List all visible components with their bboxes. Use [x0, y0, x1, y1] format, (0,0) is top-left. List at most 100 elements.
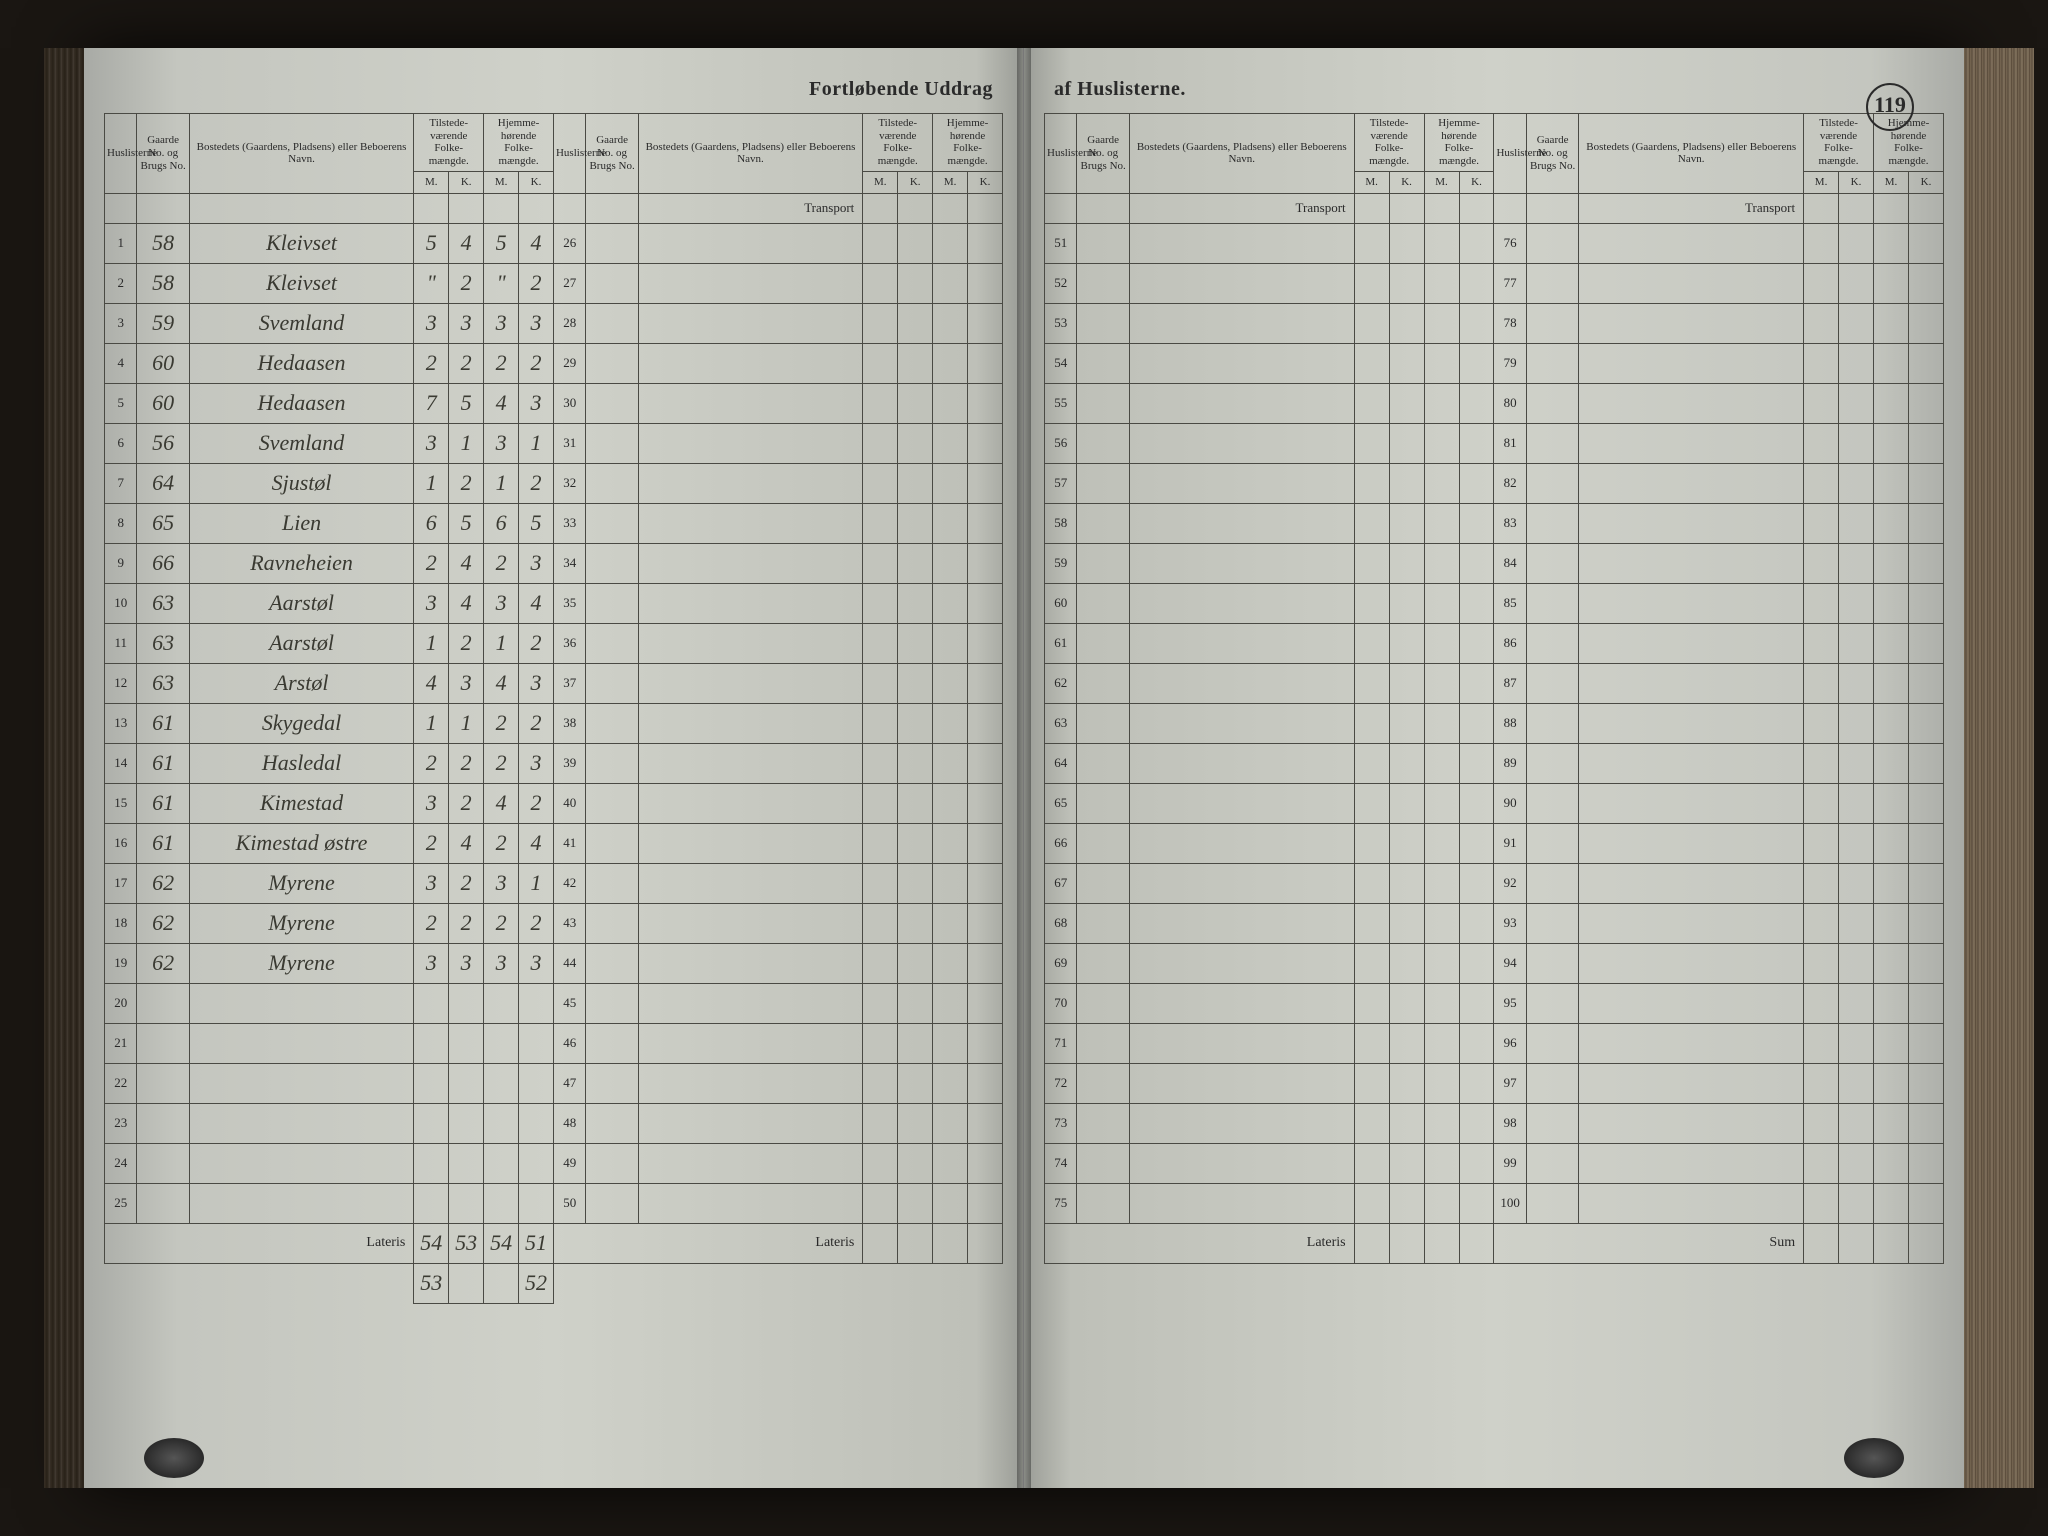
gaard-no	[1077, 503, 1129, 543]
tilstede-m	[1354, 263, 1389, 303]
row-num: 73	[1045, 1103, 1077, 1143]
tilstede-m	[1804, 463, 1839, 503]
bosted-name	[638, 543, 863, 583]
row-num: 72	[1045, 1063, 1077, 1103]
tilstede-k	[449, 1143, 484, 1183]
tilstede-k: 3	[449, 303, 484, 343]
hjemme-k	[1459, 703, 1494, 743]
gaard-no	[586, 623, 638, 663]
hdr-m: M.	[1354, 171, 1389, 193]
bosted-name	[1129, 263, 1354, 303]
gaard-no	[1526, 343, 1578, 383]
hjemme-m: 1	[484, 463, 519, 503]
row-num: 17	[105, 863, 137, 903]
hdr-husl: Huslisterne	[1045, 114, 1077, 194]
tilstede-k	[1389, 663, 1424, 703]
bosted-name: Myrene	[189, 863, 414, 903]
tilstede-k	[449, 1023, 484, 1063]
table-row: 2247	[105, 1063, 1003, 1103]
table-row: 5580	[1045, 383, 1944, 423]
row-num: 61	[1045, 623, 1077, 663]
hjemme-k	[519, 1183, 554, 1223]
bosted-name	[1129, 1143, 1354, 1183]
tilstede-k: 2	[449, 263, 484, 303]
tilstede-m	[1354, 983, 1389, 1023]
tilstede-m	[1354, 1183, 1389, 1223]
bosted-name	[1579, 703, 1804, 743]
row-num: 41	[553, 823, 585, 863]
transport-label: Transport	[1129, 193, 1354, 223]
page-left: Fortløbende Uddrag Huslisterne Gaarde No…	[84, 48, 1024, 1488]
gaard-no	[137, 1023, 189, 1063]
hjemme-k: 5	[519, 503, 554, 543]
gaard-no	[586, 703, 638, 743]
row-num: 75	[1045, 1183, 1077, 1223]
tilstede-k	[1839, 943, 1874, 983]
hjemme-m: 4	[484, 783, 519, 823]
tilstede-m: 5	[414, 223, 449, 263]
gaard-no	[586, 263, 638, 303]
gaard-no	[1526, 303, 1578, 343]
hdr-husl: Huslisterne	[553, 114, 585, 194]
row-num: 99	[1494, 1143, 1526, 1183]
bosted-name	[1129, 463, 1354, 503]
lateris-row-2: 53 52	[105, 1263, 1003, 1303]
row-num: 38	[553, 703, 585, 743]
row-num: 3	[105, 303, 137, 343]
bosted-name	[638, 823, 863, 863]
gaard-no: 64	[137, 463, 189, 503]
hjemme-k	[1908, 1143, 1943, 1183]
row-num: 52	[1045, 263, 1077, 303]
bosted-name	[638, 623, 863, 663]
hjemme-k	[1908, 1023, 1943, 1063]
hjemme-k	[1459, 1103, 1494, 1143]
hjemme-m	[1424, 983, 1459, 1023]
hjemme-m	[484, 1063, 519, 1103]
tilstede-k	[898, 863, 933, 903]
row-num: 50	[553, 1183, 585, 1223]
tilstede-k	[898, 663, 933, 703]
row-num: 46	[553, 1023, 585, 1063]
tilstede-k: 2	[449, 463, 484, 503]
row-num: 33	[553, 503, 585, 543]
bosted-name	[1579, 1103, 1804, 1143]
tilstede-m	[1804, 703, 1839, 743]
tilstede-k: 4	[449, 223, 484, 263]
tilstede-m	[1354, 1143, 1389, 1183]
table-row: 1461Hasledal222339	[105, 743, 1003, 783]
sum-label: Sum	[1494, 1223, 1804, 1263]
gaard-no	[1077, 383, 1129, 423]
hjemme-m	[1874, 1143, 1909, 1183]
hdr-m: M.	[863, 171, 898, 193]
tilstede-m	[1804, 623, 1839, 663]
gaard-no	[586, 863, 638, 903]
row-num: 27	[553, 263, 585, 303]
hjemme-k	[1459, 783, 1494, 823]
hjemme-m	[1424, 343, 1459, 383]
tilstede-k	[1839, 303, 1874, 343]
hjemme-m	[1874, 583, 1909, 623]
bosted-name: Kimestad østre	[189, 823, 414, 863]
book-edge-right	[1964, 48, 2034, 1488]
tilstede-m	[1354, 303, 1389, 343]
row-num: 21	[105, 1023, 137, 1063]
tilstede-k	[1839, 583, 1874, 623]
hjemme-k	[1459, 823, 1494, 863]
bosted-name: Kleivset	[189, 223, 414, 263]
hjemme-m	[1874, 543, 1909, 583]
hdr-tilstede: Tilstede-værende Folke-mængde.	[1804, 114, 1874, 172]
tilstede-k	[898, 1103, 933, 1143]
row-num: 57	[1045, 463, 1077, 503]
table-row: 6287	[1045, 663, 1944, 703]
hdr-husl: Huslisterne	[1494, 114, 1526, 194]
hjemme-k	[1908, 223, 1943, 263]
hjemme-m	[1874, 303, 1909, 343]
hjemme-k	[1908, 543, 1943, 583]
gaard-no	[586, 503, 638, 543]
gaard-no	[1526, 783, 1578, 823]
row-num: 51	[1045, 223, 1077, 263]
hjemme-k	[968, 743, 1003, 783]
hjemme-k	[968, 503, 1003, 543]
tilstede-k	[1839, 1023, 1874, 1063]
hjemme-m	[1424, 1143, 1459, 1183]
